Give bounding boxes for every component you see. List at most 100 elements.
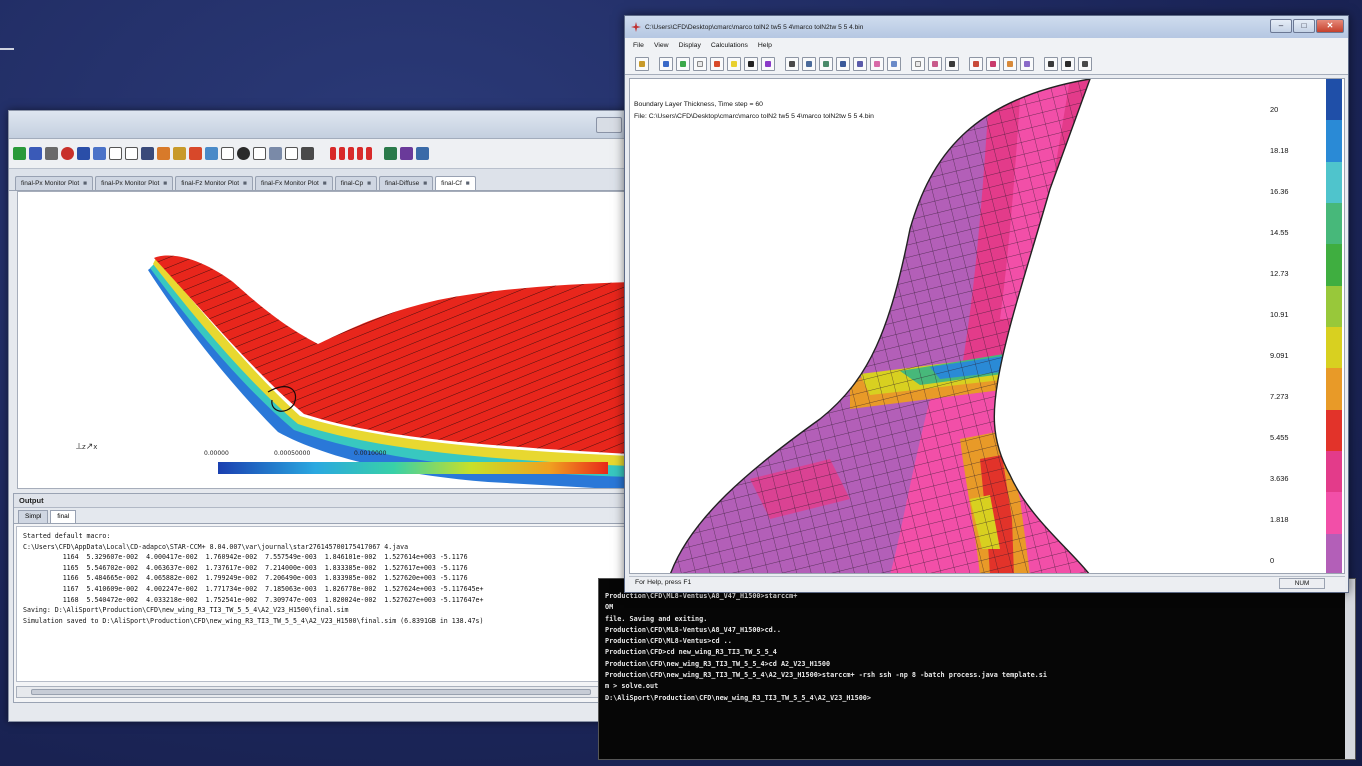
viewer-titlebar[interactable]: C:\Users\CFD\Desktop\cmarc\marco tolN2 t…	[625, 16, 1348, 38]
desktop-line	[0, 48, 14, 50]
legend-swatch-6	[1326, 326, 1342, 369]
reset-icon[interactable]	[659, 56, 673, 71]
cube-icon[interactable]	[727, 56, 741, 71]
menu-display[interactable]: Display	[678, 42, 701, 49]
close-icon[interactable]: ■	[465, 180, 470, 187]
monitor-icon[interactable]	[416, 147, 429, 160]
maximize-button[interactable]: □	[1293, 19, 1315, 33]
close-button[interactable]: ✕	[1316, 19, 1344, 33]
console-line: Production\CFD>cd new_wing_R3_TI3_TW_5_5…	[605, 648, 777, 657]
run-icon[interactable]	[339, 147, 345, 160]
command-console[interactable]: Production\CFD\ML8-Ventus\A8_V47_H1500>s…	[598, 578, 1356, 760]
report-icon[interactable]	[400, 147, 413, 160]
minimize-button[interactable]: –	[1270, 19, 1292, 33]
stop-icon[interactable]	[61, 147, 74, 160]
record-icon[interactable]	[986, 56, 1000, 71]
close-icon[interactable]: ■	[423, 180, 428, 187]
legend-swatch-7	[1326, 368, 1342, 410]
grid-icon[interactable]	[109, 147, 122, 160]
wing-cf-scene	[148, 255, 628, 488]
rectangle-icon[interactable]	[221, 147, 234, 160]
output-horizontal-scrollbar[interactable]	[16, 686, 672, 698]
forward-icon[interactable]	[366, 147, 372, 160]
orbit-icon[interactable]	[802, 56, 816, 71]
help-icon[interactable]	[1061, 56, 1075, 71]
step-icon[interactable]	[330, 147, 336, 160]
close-icon[interactable]: ■	[163, 180, 168, 187]
play-icon[interactable]	[357, 147, 363, 160]
tab-plot-6[interactable]: final-Diffuse ■	[379, 176, 434, 190]
scene-icon[interactable]	[77, 147, 90, 160]
console-line: m > solve.out	[605, 682, 659, 691]
color-icon[interactable]	[710, 56, 724, 71]
line-icon[interactable]	[945, 56, 959, 71]
window-icon[interactable]	[125, 147, 138, 160]
scene-viewport[interactable]: 0.00000 0.00050000 0.0010000 ⟂z↗x	[17, 191, 629, 489]
output-tab-simpl[interactable]: Simpl	[18, 510, 49, 523]
arrow-icon[interactable]	[205, 147, 218, 160]
tab-plot-7[interactable]: final-Cf ■	[435, 176, 476, 190]
legend-value: 16.36	[1270, 187, 1289, 196]
layout-icon[interactable]	[253, 147, 266, 160]
plot-icon[interactable]	[93, 147, 106, 160]
zoom-icon[interactable]	[836, 56, 850, 71]
menu-view[interactable]: View	[653, 42, 669, 49]
close-icon[interactable]: ■	[243, 180, 247, 187]
record-icon[interactable]	[237, 147, 250, 160]
context-help-icon[interactable]	[1078, 56, 1092, 71]
copy-icon[interactable]	[1044, 56, 1058, 71]
log-line: Saving: D:\AliSport\Production\CFD\new_w…	[23, 606, 349, 615]
brush-icon[interactable]	[173, 147, 186, 160]
box-icon[interactable]	[693, 56, 707, 71]
tab-plot-5[interactable]: final-Cp ■	[334, 176, 378, 190]
output-log[interactable]: Started default macro: C:\Users\CFD\AppDa…	[16, 526, 672, 682]
fit-icon[interactable]	[870, 56, 884, 71]
derived-part-icon[interactable]	[29, 147, 42, 160]
image-icon[interactable]	[928, 56, 942, 71]
settings-icon[interactable]	[1020, 56, 1034, 71]
pause-icon[interactable]	[348, 147, 354, 160]
measure-icon[interactable]	[887, 56, 901, 71]
shapes-icon[interactable]	[189, 147, 202, 160]
export-icon[interactable]	[969, 56, 983, 71]
menu-file[interactable]: File	[633, 42, 644, 49]
rotate-icon[interactable]	[785, 56, 799, 71]
cross-icon[interactable]	[676, 56, 690, 71]
camera-icon[interactable]	[141, 147, 154, 160]
minimize-button[interactable]	[596, 117, 622, 133]
legend-swatch-8	[1326, 409, 1342, 451]
solid-icon[interactable]	[301, 147, 314, 160]
palette-icon[interactable]	[761, 56, 775, 71]
frame-icon[interactable]	[911, 56, 925, 71]
legend-values: 20 18.18 16.36 14.55 12.73 10.91 9.091 7…	[1270, 79, 1310, 573]
menu-calculations[interactable]: Calculations	[710, 42, 748, 49]
tab-plot-4[interactable]: final-Fx Monitor Plot ■	[254, 176, 333, 190]
tab-plot-3[interactable]: final-Fz Monitor Plot ■	[175, 176, 253, 190]
pointer-icon[interactable]	[744, 56, 758, 71]
starccm-titlebar[interactable]	[9, 111, 682, 139]
pan-icon[interactable]	[819, 56, 833, 71]
probe-icon[interactable]	[45, 147, 58, 160]
close-icon[interactable]: ■	[322, 180, 327, 187]
close-icon[interactable]: ■	[83, 180, 88, 187]
close-icon[interactable]: ■	[367, 180, 372, 187]
print-icon[interactable]	[1003, 56, 1017, 71]
view-icon[interactable]	[285, 147, 298, 160]
tab-plot-1[interactable]: final-Px Monitor Plot ■	[15, 176, 94, 190]
output-tab-final[interactable]: final	[50, 510, 77, 523]
filter-icon[interactable]	[13, 147, 26, 160]
mesh-icon[interactable]	[853, 56, 867, 71]
console-output: Production\CFD\ML8-Ventus\A8_V47_H1500>s…	[605, 591, 1047, 704]
paint-icon[interactable]	[157, 147, 170, 160]
table-icon[interactable]	[269, 147, 282, 160]
plane-icon	[631, 22, 641, 32]
output-panel: Output Simpl final Started default macro…	[13, 493, 675, 703]
tab-label: final-Fx Monitor Plot	[260, 180, 319, 187]
viewer-canvas[interactable]: Boundary Layer Thickness, Time step = 60…	[629, 78, 1345, 574]
tab-plot-2[interactable]: final-Px Monitor Plot ■	[95, 176, 174, 190]
mesh-icon[interactable]	[384, 147, 397, 160]
menu-help[interactable]: Help	[757, 42, 772, 49]
scrollbar-thumb[interactable]	[31, 689, 591, 695]
console-scrollbar[interactable]	[1345, 579, 1355, 759]
open-icon[interactable]	[635, 56, 649, 71]
